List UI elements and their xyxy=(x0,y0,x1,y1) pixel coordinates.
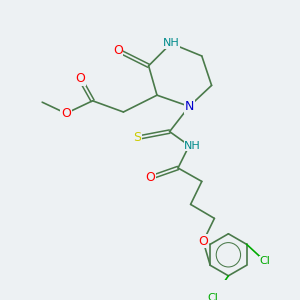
Text: O: O xyxy=(113,44,123,57)
Text: NH: NH xyxy=(163,38,179,48)
Text: Cl: Cl xyxy=(208,293,218,300)
Text: S: S xyxy=(134,131,141,144)
Text: O: O xyxy=(198,235,208,248)
Text: O: O xyxy=(75,72,85,85)
Text: NH: NH xyxy=(184,141,201,151)
Text: N: N xyxy=(184,100,194,113)
Text: O: O xyxy=(145,171,155,184)
Text: Cl: Cl xyxy=(259,256,270,266)
Text: O: O xyxy=(61,107,71,120)
